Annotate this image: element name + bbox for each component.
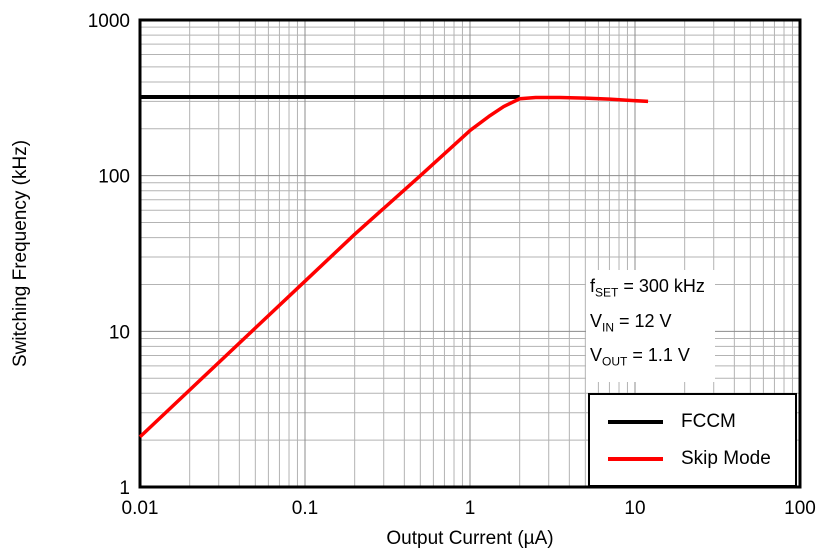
svg-text:100: 100: [784, 498, 816, 519]
legend-box: FCCM Skip Mode: [588, 393, 797, 487]
skip-mode-line-swatch: [608, 456, 663, 461]
svg-text:10: 10: [624, 498, 645, 519]
y-axis-title: Switching Frequency (kHz): [10, 139, 31, 368]
annotation-vin: VIN = 12 V: [590, 310, 672, 335]
legend-label-skip-mode: Skip Mode: [681, 447, 771, 469]
legend-label-fccm: FCCM: [681, 410, 736, 432]
svg-text:0.1: 0.1: [292, 498, 318, 519]
svg-text:0.01: 0.01: [122, 498, 159, 519]
svg-text:1000: 1000: [88, 11, 130, 32]
legend-entry-skip-mode: Skip Mode: [608, 448, 777, 470]
svg-text:1: 1: [465, 498, 476, 519]
x-axis-title: Output Current (µA): [386, 528, 554, 549]
svg-text:100: 100: [98, 167, 130, 188]
annotation-fset: fSET = 300 kHz: [590, 276, 705, 300]
svg-text:10: 10: [109, 322, 130, 343]
legend-entry-fccm: FCCM: [608, 411, 777, 433]
fccm-line-swatch: [608, 419, 663, 424]
svg-text:1: 1: [119, 478, 130, 499]
conditions-annotation: fSET = 300 kHz VIN = 12 V VOUT = 1.1 V: [586, 270, 715, 382]
annotation-vout: VOUT = 1.1 V: [590, 345, 690, 369]
